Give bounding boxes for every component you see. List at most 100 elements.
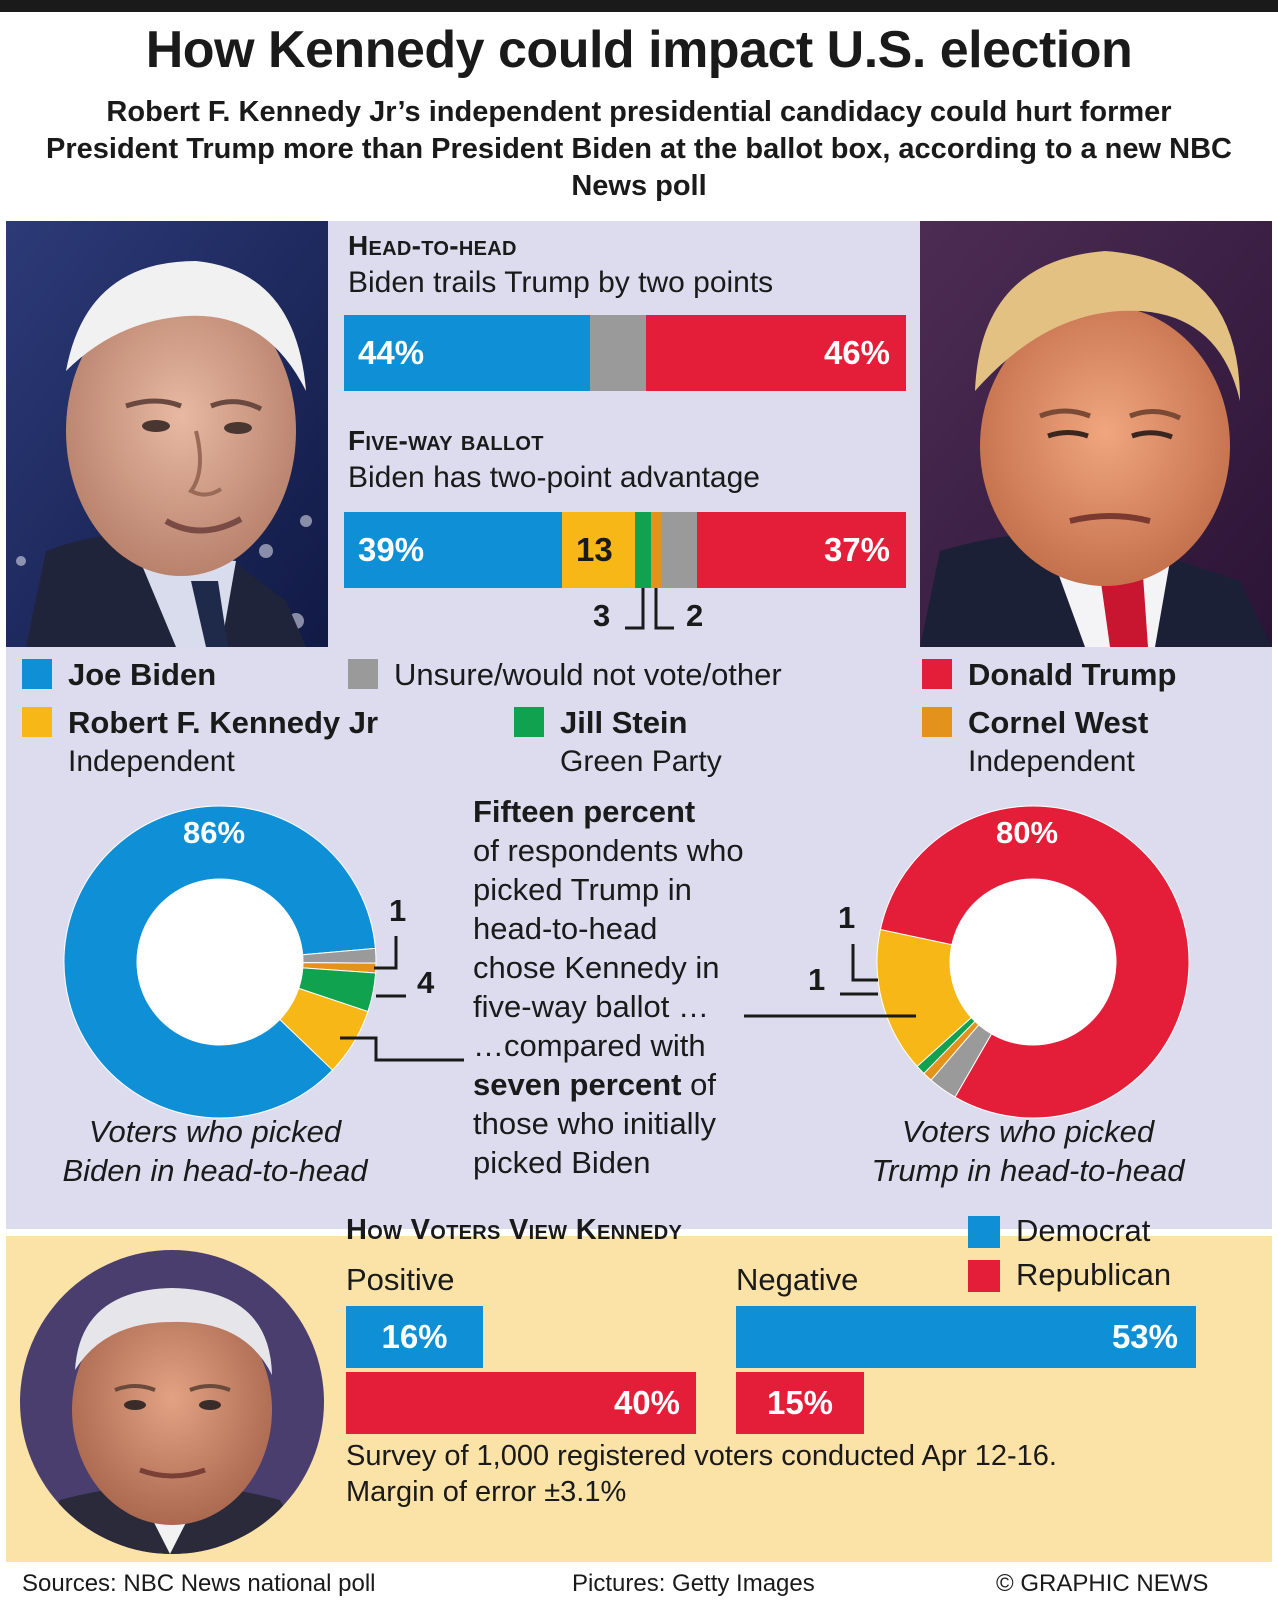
trump-donut-leaders bbox=[744, 944, 916, 1018]
legend-unsure-name: Unsure/would not vote/other bbox=[394, 657, 782, 692]
legend-stein: Jill Stein Green Party bbox=[514, 703, 722, 781]
fw-kennedy-segment: 13 bbox=[562, 512, 635, 588]
legend-west-name: Cornel West bbox=[968, 705, 1149, 740]
survey-note: Survey of 1,000 registered voters conduc… bbox=[346, 1438, 1057, 1510]
donut-biden-caption-line-1: Voters who picked bbox=[88, 1114, 342, 1149]
note-line-8: those who initially bbox=[473, 1106, 716, 1141]
note-bold-1: Fifteen percent bbox=[473, 794, 696, 829]
note-line-2: picked Trump in bbox=[473, 872, 692, 907]
donut-biden-main-label: 86% bbox=[183, 815, 246, 850]
neg-rep-label: 15% bbox=[766, 1384, 834, 1421]
donut-trump-caption: Voters who picked Trump in head-to-head bbox=[833, 1112, 1223, 1190]
fw-trump-label: 37% bbox=[823, 531, 890, 568]
donut-trump-label-west: 1 bbox=[838, 900, 856, 935]
pos-rep-label: 40% bbox=[613, 1384, 680, 1421]
legend-biden-swatch bbox=[22, 659, 52, 689]
view-legend-democrat: Democrat bbox=[968, 1212, 1150, 1250]
view-legend-democrat-name: Democrat bbox=[1016, 1213, 1151, 1248]
biden-donut-leaders bbox=[340, 936, 464, 1062]
fw-kennedy-label: 13 bbox=[576, 531, 613, 568]
footer-sources: Sources: NBC News national poll bbox=[22, 1570, 376, 1597]
note-line-7: seven percent of bbox=[473, 1065, 803, 1104]
view-legend-republican: Republican bbox=[968, 1256, 1171, 1294]
five-way-leader-lines bbox=[625, 588, 674, 630]
donut-trump-label-stein: 1 bbox=[808, 962, 826, 997]
donut-trump-hole bbox=[950, 879, 1116, 1045]
neg-rep-bar: 15% bbox=[736, 1372, 864, 1434]
fw-biden-segment: 39% bbox=[344, 512, 562, 588]
note-line-3: head-to-head bbox=[473, 911, 658, 946]
legend-trump-swatch bbox=[922, 659, 952, 689]
view-legend-republican-name: Republican bbox=[1016, 1257, 1172, 1292]
neg-dem-label: 53% bbox=[1111, 1318, 1178, 1355]
fw-unsure-segment bbox=[662, 512, 697, 588]
legend-trump-name: Donald Trump bbox=[968, 657, 1177, 692]
biden-photo bbox=[6, 221, 328, 647]
fw-west-callout: 2 bbox=[686, 598, 704, 633]
kennedy-photo bbox=[20, 1250, 324, 1554]
head-to-head-bar: 44% 46% bbox=[344, 315, 906, 391]
note-bold-2: seven percent bbox=[473, 1067, 682, 1102]
note-line-9: picked Biden bbox=[473, 1145, 651, 1180]
legend-kennedy-name: Robert F. Kennedy Jr bbox=[68, 705, 379, 740]
fw-trump-segment: 37% bbox=[697, 512, 906, 588]
note-line-4: chose Kennedy in bbox=[473, 950, 720, 985]
view-positive-label: Positive bbox=[346, 1262, 455, 1297]
donut-biden bbox=[63, 805, 377, 1119]
legend-stein-name: Jill Stein bbox=[560, 705, 688, 740]
view-legend-republican-swatch bbox=[968, 1260, 1000, 1292]
survey-line-2: Margin of error ±3.1% bbox=[346, 1476, 627, 1508]
legend-west-party: Independent bbox=[968, 745, 1135, 778]
legend-stein-swatch bbox=[514, 707, 544, 737]
legend-stein-party: Green Party bbox=[560, 745, 722, 778]
five-way-subheading: Biden has two-point advantage bbox=[348, 461, 760, 494]
donut-biden-label-west: 1 bbox=[389, 893, 407, 928]
neg-dem-bar: 53% bbox=[736, 1306, 1196, 1368]
note-line-1: of respondents who bbox=[473, 833, 744, 868]
legend-biden-name: Joe Biden bbox=[68, 657, 217, 692]
donut-trump bbox=[876, 805, 1190, 1119]
fw-stein-callout: 3 bbox=[593, 598, 611, 633]
fw-stein-segment bbox=[635, 512, 651, 588]
pos-dem-bar: 16% bbox=[346, 1306, 483, 1368]
head-to-head-subheading: Biden trails Trump by two points bbox=[348, 266, 774, 299]
view-negative-label: Negative bbox=[736, 1262, 859, 1297]
donut-trump-main-label: 80% bbox=[996, 815, 1059, 850]
h2h-trump-segment: 46% bbox=[646, 315, 906, 391]
footer-credit: © GRAPHIC NEWS bbox=[996, 1570, 1209, 1597]
trump-photo bbox=[920, 221, 1272, 647]
legend-west-swatch bbox=[922, 707, 952, 737]
survey-line-1: Survey of 1,000 registered voters conduc… bbox=[346, 1440, 1057, 1472]
h2h-biden-segment: 44% bbox=[344, 315, 590, 391]
legend-trump: Donald Trump bbox=[922, 655, 1176, 695]
legend-west: Cornel West Independent bbox=[922, 703, 1148, 781]
pos-rep-bar: 40% bbox=[346, 1372, 696, 1434]
donut-biden-caption: Voters who picked Biden in head-to-head bbox=[20, 1112, 410, 1190]
donut-biden-caption-line-2: Biden in head-to-head bbox=[62, 1153, 368, 1188]
five-way-bar: 39% 13 37% bbox=[344, 512, 906, 588]
footer-pictures: Pictures: Getty Images bbox=[572, 1570, 815, 1597]
note-line-7-tail: of bbox=[681, 1067, 716, 1102]
h2h-trump-label: 46% bbox=[823, 334, 890, 371]
legend-unsure: Unsure/would not vote/other bbox=[348, 655, 782, 695]
head-to-head-heading: Head-to-head bbox=[348, 230, 517, 261]
legend-kennedy-party: Independent bbox=[68, 745, 235, 778]
h2h-unsure-segment bbox=[590, 315, 646, 391]
page-title: How Kennedy could impact U.S. election bbox=[145, 21, 1133, 79]
note-line-5: five-way ballot … bbox=[473, 989, 710, 1024]
legend-unsure-swatch bbox=[348, 659, 378, 689]
top-rule bbox=[0, 0, 1278, 12]
donut-biden-label-stein: 4 bbox=[417, 965, 435, 1000]
middle-note: Fifteen percent of respondents who picke… bbox=[473, 792, 803, 1182]
view-legend-democrat-swatch bbox=[968, 1216, 1000, 1248]
note-line-6: …compared with bbox=[473, 1028, 706, 1063]
legend-biden: Joe Biden bbox=[22, 655, 216, 695]
donut-trump-caption-line-1: Voters who picked bbox=[901, 1114, 1155, 1149]
view-heading: How Voters View Kennedy bbox=[346, 1214, 683, 1246]
legend-kennedy-swatch bbox=[22, 707, 52, 737]
pos-dem-label: 16% bbox=[381, 1318, 448, 1355]
donut-biden-slice-4 bbox=[279, 987, 369, 1071]
fw-biden-label: 39% bbox=[358, 531, 425, 568]
page-subtitle: Robert F. Kennedy Jr’s independent presi… bbox=[46, 96, 1232, 202]
fw-west-segment bbox=[651, 512, 662, 588]
